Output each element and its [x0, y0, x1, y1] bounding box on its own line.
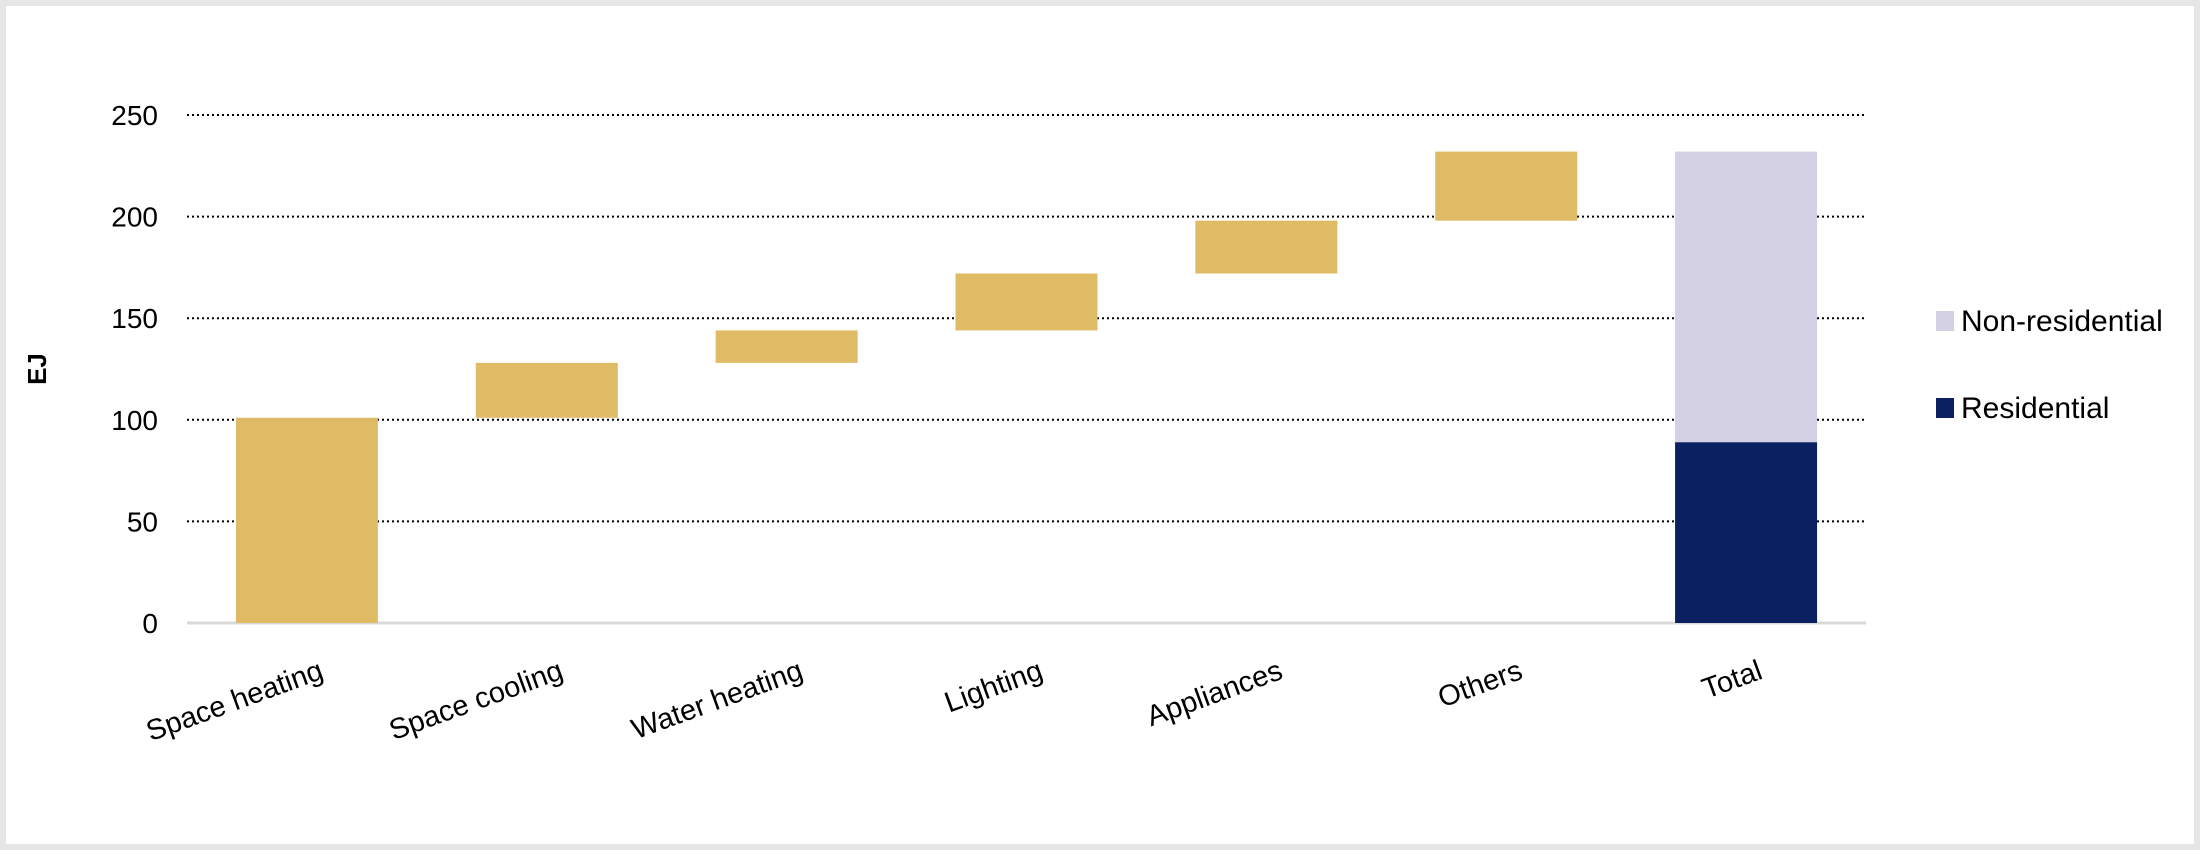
legend-swatch-non-residential [1936, 311, 1954, 331]
bar-total-residential [1675, 442, 1818, 623]
chart-frame: 0 50 100 150 200 250 Space heating Space cooli… [6, 6, 2194, 844]
bar-lighting [955, 273, 1098, 331]
bar-appliances [1195, 220, 1338, 274]
legend-swatch-residential [1936, 398, 1954, 418]
bar-space-cooling [475, 362, 618, 418]
y-tick-label: 200 [111, 202, 158, 233]
waterfall-chart: 0 50 100 150 200 250 Space heating Space cooli… [22, 100, 2163, 748]
y-tick-label: 0 [142, 608, 158, 639]
gridlines [187, 114, 1866, 625]
y-tick-labels: 0 50 100 150 200 250 [111, 100, 158, 639]
category-label: Total [1698, 655, 1767, 706]
category-label: Others [1434, 655, 1527, 715]
y-tick-label: 50 [127, 506, 158, 537]
legend-label-non-residential: Non-residential [1961, 305, 2163, 338]
category-label: Appliances [1142, 655, 1286, 734]
category-label: Water heating [627, 655, 807, 746]
legend: Non-residential Residential [1936, 305, 2163, 425]
bar-space-heating [235, 417, 378, 623]
category-label: Space heating [142, 655, 327, 748]
y-tick-label: 100 [111, 405, 158, 436]
bar-water-heating [715, 330, 858, 363]
y-tick-label: 150 [111, 303, 158, 334]
category-label: Space cooling [385, 655, 567, 747]
bar-others [1435, 151, 1578, 221]
y-tick-label: 250 [111, 100, 158, 131]
category-label: Lighting [940, 655, 1046, 720]
category-labels: Space heating Space cooling Water heating L… [142, 655, 1766, 748]
bars [235, 151, 1818, 623]
legend-label-residential: Residential [1961, 392, 2109, 425]
bar-total-non-residential [1675, 151, 1818, 443]
y-axis-label: EJ [22, 353, 52, 385]
